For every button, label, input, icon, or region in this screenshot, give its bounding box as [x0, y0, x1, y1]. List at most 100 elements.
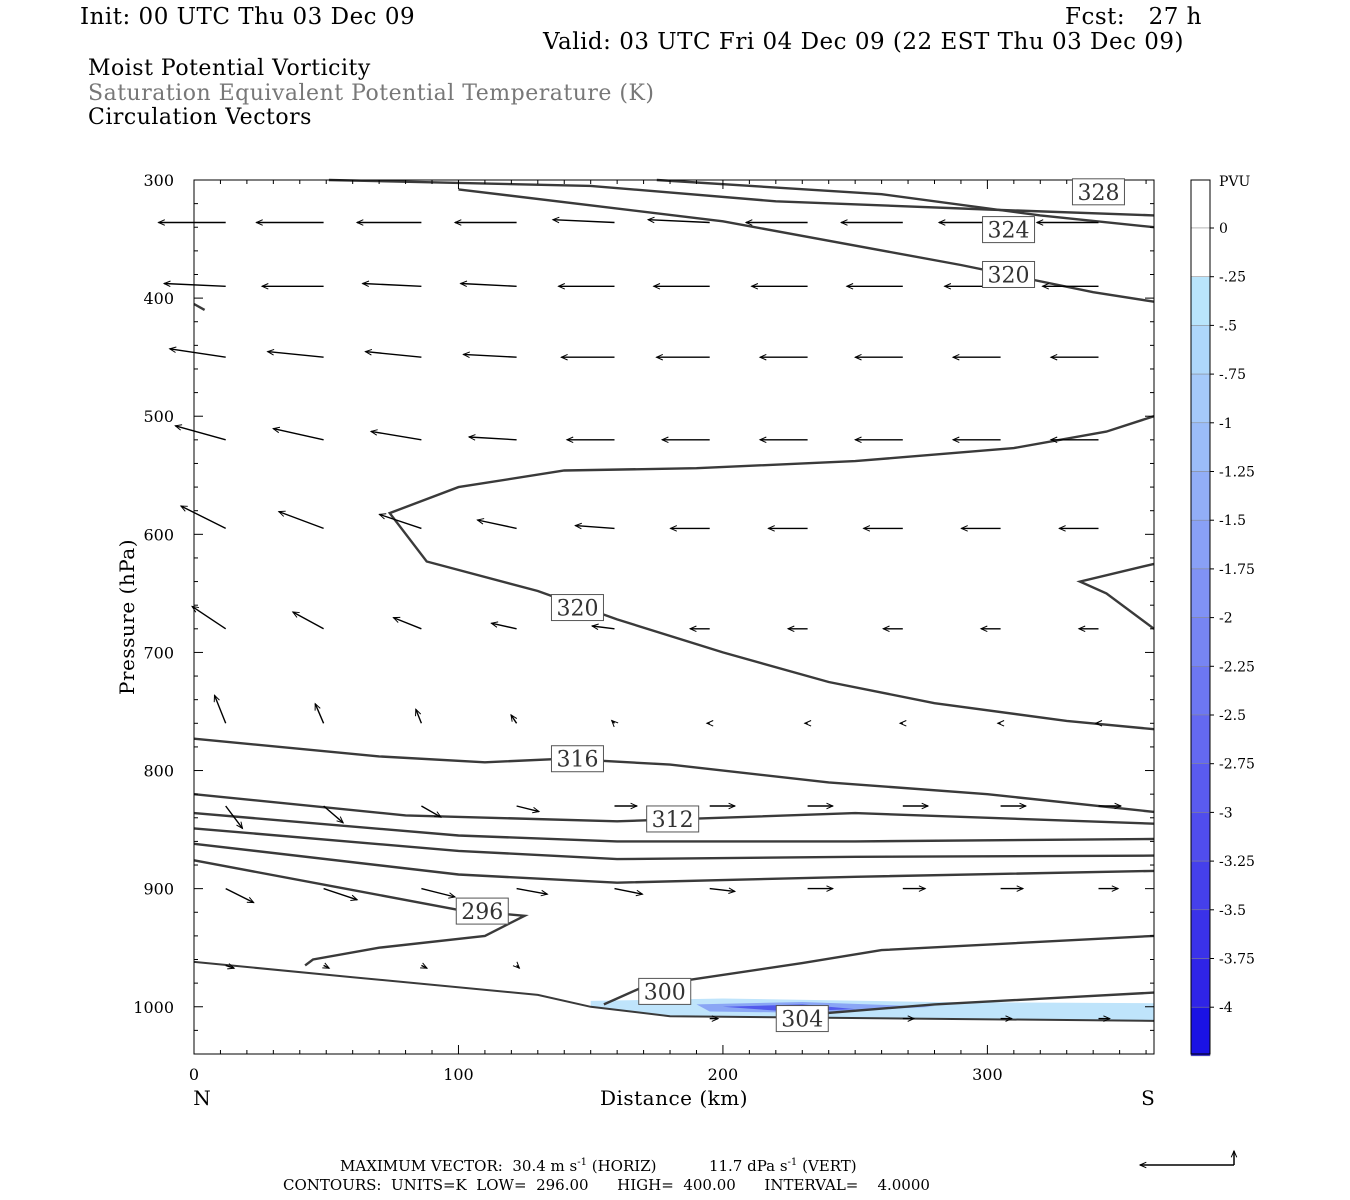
circulation-vector: [459, 280, 517, 288]
north-label: N: [193, 1086, 211, 1110]
theta-contour: [193, 737, 1155, 814]
circulation-vector: [421, 805, 443, 818]
y-tick-label: 700: [143, 643, 174, 662]
contour-label-box: [638, 977, 692, 1005]
contour-label: 312: [652, 808, 694, 833]
theta-contour: [603, 934, 1155, 1006]
colorbar-swatch: [1190, 812, 1211, 862]
colorbar-tick-label: -2.25: [1219, 659, 1255, 675]
circulation-vector: [272, 426, 324, 441]
field-name-vectors: Circulation Vectors: [88, 105, 312, 130]
init-time: Init: 00 UTC Thu 03 Dec 09: [80, 4, 416, 30]
circulation-vector: [610, 719, 619, 728]
colorbar-swatch: [1190, 909, 1211, 959]
colorbar-swatch: [1190, 179, 1211, 229]
circulation-vector: [225, 805, 244, 830]
theta-contour: [193, 842, 1155, 884]
contour-label-box: [455, 897, 509, 925]
x-tick-label: 300: [972, 1065, 1003, 1084]
theta-contour: [193, 827, 1155, 861]
contour-label: 304: [781, 1008, 823, 1033]
theta-es-contour-layer: [193, 178, 1155, 1022]
colorbar-swatch: [1190, 422, 1211, 472]
y-tick-label: 500: [143, 407, 174, 426]
circulation-vector: [323, 805, 345, 824]
circulation-vector: [646, 216, 710, 224]
contour-label-box: [550, 594, 604, 622]
theta-contour: [458, 188, 1155, 303]
circulation-vector: [709, 887, 737, 894]
colorbar-swatch: [1190, 373, 1211, 424]
colorbar-swatch: [1190, 276, 1211, 326]
circulation-vector: [512, 961, 521, 970]
colorbar-tick-label: -1: [1219, 416, 1233, 432]
theta-contour: [387, 415, 1155, 731]
circulation-vector: [516, 887, 549, 897]
contour-label: 296: [461, 900, 503, 925]
contour-label-box: [1071, 178, 1125, 206]
circulation-vector: [291, 611, 324, 630]
colorbar-tick-label: -2: [1219, 611, 1233, 627]
field-name-theta-es: Saturation Equivalent Potential Temperat…: [88, 81, 655, 106]
theta-contour: [193, 960, 1155, 1022]
theta-contour: [193, 302, 206, 311]
colorbar-tick-label: -3.25: [1219, 854, 1255, 870]
y-tick-label: 300: [143, 171, 174, 190]
y-tick-label: 900: [143, 880, 174, 899]
theta-contour: [802, 991, 1155, 1017]
forecast-hour: Fcst: 27 h: [1065, 4, 1202, 30]
colorbar-swatch: [1190, 325, 1211, 375]
circulation-vector: [174, 424, 226, 441]
circulation-vector: [277, 510, 324, 530]
circulation-vector: [476, 518, 517, 530]
circulation-vector: [510, 713, 518, 724]
axis-layer: 300 400 500 600 700 800 900 1000 0 100 200 300: [133, 171, 1154, 1084]
circulation-vector: [551, 216, 615, 224]
circulation-vector: [415, 708, 423, 724]
colorbar-swatch: [1190, 1006, 1211, 1057]
footer-max-vector: MAXIMUM VECTOR: 30.4 m s-1 (HORIZ) 11.7 …: [340, 1157, 857, 1175]
contour-label-box: [982, 216, 1036, 244]
colorbar-swatch: [1190, 666, 1211, 716]
theta-contour: [193, 811, 1155, 843]
contour-label: 320: [988, 263, 1030, 288]
contour-label: 300: [644, 980, 686, 1005]
contour-label: 328: [1077, 181, 1119, 206]
y-axis-title: Pressure (hPa): [115, 539, 139, 695]
theta-contour: [328, 178, 1155, 217]
theta-contour: [1076, 562, 1155, 630]
y-tick-label: 800: [143, 762, 174, 781]
colorbar-tick-label: -1.75: [1219, 562, 1255, 578]
colorbar-swatch: [1190, 714, 1211, 764]
circulation-vector: [421, 887, 457, 899]
footer-contours: CONTOURS: UNITS=K LOW= 296.00 HIGH= 400.…: [283, 1176, 930, 1194]
circulation-vector: [179, 505, 227, 530]
colorbar-tick-label: -2.75: [1219, 757, 1255, 773]
circulation-vector: [614, 887, 644, 897]
colorbar-tick-label: -3.5: [1219, 903, 1246, 919]
colorbar-swatch: [1190, 568, 1211, 618]
circulation-vector: [369, 429, 422, 441]
contour-label-box: [775, 1005, 829, 1033]
circulation-vector: [323, 887, 359, 901]
theta-contour: [656, 178, 1155, 229]
circulation-vector: [378, 513, 422, 530]
colorbar-tick-label: -.75: [1219, 367, 1246, 383]
colorbar-tick-label: -3.75: [1219, 952, 1255, 968]
south-label: S: [1141, 1086, 1155, 1110]
circulation-vector: [490, 621, 517, 630]
circulation-vector: [168, 346, 226, 358]
circulation-vector: [191, 605, 227, 630]
circulation-vector: [266, 348, 324, 358]
colorbar-swatch: [1190, 763, 1211, 813]
colorbar: PVU 0 -.25 -.5 -.75 -1 -1.25 -1.5 -1.75 -2 -2.25 -2…: [1190, 174, 1255, 1057]
contour-label: 320: [556, 597, 598, 622]
circulation-vector: [364, 348, 422, 358]
circulation-vector: [162, 280, 226, 288]
contour-label-box: [550, 745, 604, 773]
circulation-vector: [322, 962, 331, 969]
colorbar-tick-label: -1.25: [1219, 465, 1255, 481]
circulation-vector: [462, 351, 517, 358]
contour-label: 324: [988, 219, 1030, 244]
